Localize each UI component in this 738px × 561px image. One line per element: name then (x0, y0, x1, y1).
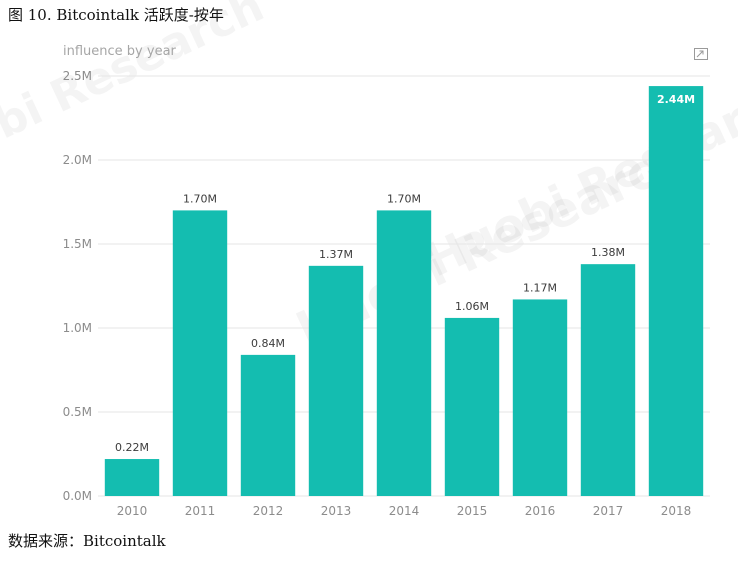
bar (444, 317, 500, 496)
bar (580, 264, 636, 496)
x-tick-label: 2013 (321, 504, 352, 518)
bar (104, 459, 160, 496)
data-label: 1.06M (455, 300, 489, 313)
data-label: 0.84M (251, 337, 285, 350)
y-tick-label: 2.0M (63, 153, 92, 167)
bar (512, 299, 568, 496)
x-tick-label: 2010 (117, 504, 148, 518)
source-note: 数据来源：Bitcointalk (8, 532, 166, 550)
y-tick-label: 1.0M (63, 321, 92, 335)
y-tick-label: 0.0M (63, 489, 92, 503)
x-tick-label: 2016 (525, 504, 556, 518)
y-tick-label: 2.5M (63, 69, 92, 83)
chart-title: influence by year (63, 44, 176, 59)
y-tick-label: 1.5M (63, 237, 92, 251)
x-tick-label: 2015 (457, 504, 488, 518)
data-label: 1.70M (387, 192, 421, 205)
x-tick-label: 2018 (661, 504, 692, 518)
data-label: 1.38M (591, 246, 625, 259)
x-tick-label: 2012 (253, 504, 284, 518)
data-label: 2.44M (657, 93, 695, 106)
bar (648, 86, 704, 496)
data-label: 1.37M (319, 248, 353, 261)
figure-caption: 图 10. Bitcointalk 活跃度-按年 (8, 6, 224, 24)
y-tick-label: 0.5M (63, 405, 92, 419)
data-label: 0.22M (115, 441, 149, 454)
x-tick-label: 2017 (593, 504, 624, 518)
bar (172, 210, 228, 496)
bar-chart: 0.0M 0.5M 1.0M 1.5M 2.0M 2.5M 0.22M 2010 1.70M 20… (63, 69, 710, 518)
data-label: 1.70M (183, 192, 217, 205)
bar (308, 265, 364, 496)
data-label: 1.17M (523, 281, 557, 294)
focus-mode-icon[interactable] (694, 48, 708, 60)
bar (376, 210, 432, 496)
bar (240, 354, 296, 496)
x-tick-label: 2014 (389, 504, 420, 518)
chart-panel: influence by year 0.0M 0.5M 1.0M 1.5M 2.0M 2.… (50, 36, 718, 526)
x-tick-label: 2011 (185, 504, 216, 518)
